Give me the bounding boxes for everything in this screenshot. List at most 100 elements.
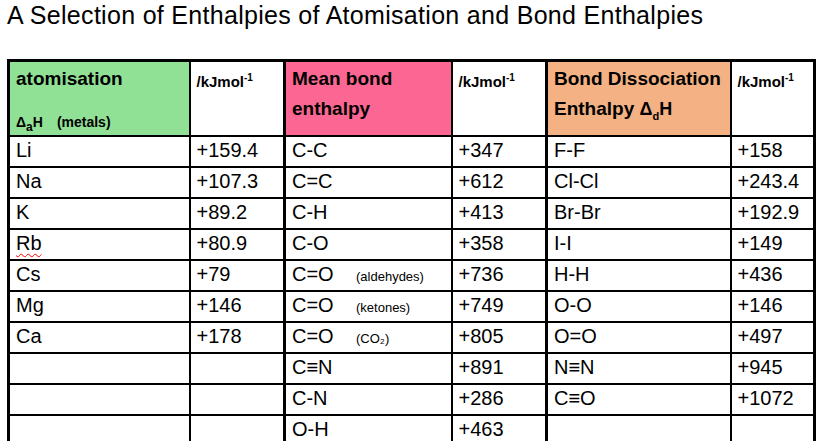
metal-label: Ca: [16, 325, 42, 347]
molecule-label: H-H: [554, 263, 590, 285]
molecule-label: O-O: [554, 294, 592, 316]
molecule-value-cell: +149: [731, 229, 815, 260]
metal-cell: Ca: [9, 322, 190, 353]
metal-label: Mg: [16, 294, 44, 316]
molecule-label: Br-Br: [554, 201, 601, 223]
header-unit-dissociation: /kJmol-1: [731, 61, 815, 136]
molecule-label: N≡N: [554, 356, 595, 378]
metal-cell: Li: [9, 136, 190, 167]
molecule-cell: I-I: [547, 229, 731, 260]
molecule-value: +945: [738, 356, 783, 378]
bond-cell: C=C: [285, 167, 452, 198]
metal-value-cell: +80.9: [190, 229, 285, 260]
bond-label: C-H: [292, 199, 356, 225]
metal-cell: [9, 384, 190, 415]
bond-cell: C-O: [285, 229, 452, 260]
header-row: atomisation ΔaH(metals) /kJmol-1 Mean bo…: [9, 61, 815, 136]
table-row: C-N +286 C≡O +1072: [9, 384, 815, 415]
metal-value-cell: +146: [190, 291, 285, 322]
molecule-value-cell: +158: [731, 136, 815, 167]
bond-value: +286: [459, 387, 504, 409]
metal-value: +178: [197, 325, 242, 347]
molecule-value: +243.4: [738, 170, 800, 192]
molecule-value: +436: [738, 263, 783, 285]
bond-label: C-C: [292, 137, 356, 163]
metal-value-cell: +79: [190, 260, 285, 291]
molecule-value: +497: [738, 325, 783, 347]
metal-cell: Rb: [9, 229, 190, 260]
header-bond-dissociation: Bond Dissociation Enthalpy ΔdH: [547, 61, 731, 136]
metal-cell: Cs: [9, 260, 190, 291]
metal-value: +89.2: [197, 201, 248, 223]
molecule-value: +1072: [738, 387, 794, 409]
molecule-cell: N≡N: [547, 353, 731, 384]
bond-value-cell: +805: [452, 322, 547, 353]
bond-value-cell: +736: [452, 260, 547, 291]
molecule-label: C≡O: [554, 387, 596, 409]
bond-note: (aldehydes): [356, 269, 424, 284]
molecule-value-cell: +1072: [731, 384, 815, 415]
header-unit-bond: /kJmol-1: [452, 61, 547, 136]
metal-value: +80.9: [197, 232, 248, 254]
header-unit-atomisation: /kJmol-1: [190, 61, 285, 136]
metal-cell: K: [9, 198, 190, 229]
molecule-value-cell: +192.9: [731, 198, 815, 229]
molecule-cell: Cl-Cl: [547, 167, 731, 198]
molecule-value-cell: +146: [731, 291, 815, 322]
metal-value-cell: +178: [190, 322, 285, 353]
molecule-cell: Br-Br: [547, 198, 731, 229]
bond-cell: C-C: [285, 136, 452, 167]
molecule-cell: H-H: [547, 260, 731, 291]
bond-note: (ketones): [356, 300, 410, 315]
bond-value: +463: [459, 418, 504, 440]
bond-value: +749: [459, 294, 504, 316]
bond-cell: C-H: [285, 198, 452, 229]
bond-value-cell: +347: [452, 136, 547, 167]
atomisation-symbol-line: ΔaH(metals): [16, 114, 183, 135]
molecule-cell: O-O: [547, 291, 731, 322]
molecule-cell: F-F: [547, 136, 731, 167]
bond-value: +358: [459, 232, 504, 254]
metal-value: +107.3: [197, 170, 259, 192]
bond-label: C≡N: [292, 354, 356, 380]
bond-label: C=O: [292, 261, 356, 287]
bond-value: +736: [459, 263, 504, 285]
bond-label: C-N: [292, 385, 356, 411]
bond-cell: C=O(CO₂): [285, 322, 452, 353]
molecule-label: I-I: [554, 232, 572, 254]
bond-value: +347: [459, 139, 504, 161]
molecule-label: O=O: [554, 325, 597, 347]
header-atomisation: atomisation ΔaH(metals): [9, 61, 190, 136]
molecule-value-cell: +243.4: [731, 167, 815, 198]
bond-value-cell: +749: [452, 291, 547, 322]
bond-label: C=C: [292, 168, 356, 194]
bond-value-cell: +891: [452, 353, 547, 384]
molecule-value-cell: [731, 415, 815, 441]
page-title: A Selection of Enthalpies of Atomisation…: [7, 1, 703, 30]
metal-value-cell: [190, 415, 285, 441]
table-row: Rb +80.9 C-O +358 I-I +149: [9, 229, 815, 260]
metal-label: K: [16, 201, 29, 223]
bond-label: C-O: [292, 230, 356, 256]
table-body: Li+159.4C-C+347F-F+158Na+107.3C=C+612Cl-…: [9, 136, 815, 441]
molecule-value: +158: [738, 139, 783, 161]
table-row: Mg +146 C=O(ketones) +749 O-O +146: [9, 291, 815, 322]
metal-cell: Na: [9, 167, 190, 198]
bond-value-cell: +413: [452, 198, 547, 229]
molecule-value: +149: [738, 232, 783, 254]
bond-label: C=O: [292, 292, 356, 318]
molecule-cell: C≡O: [547, 384, 731, 415]
metal-label: Li: [16, 139, 32, 161]
metal-value-cell: +159.4: [190, 136, 285, 167]
header-mean-bond: Mean bond enthalpy: [285, 61, 452, 136]
enthalpy-table: atomisation ΔaH(metals) /kJmol-1 Mean bo…: [7, 59, 816, 441]
metal-label: Na: [16, 170, 42, 192]
table-row: O-H+463: [9, 415, 815, 441]
bond-value: +891: [459, 356, 504, 378]
bond-cell: C-N: [285, 384, 452, 415]
bond-note: (CO₂): [356, 331, 389, 346]
bond-cell: C≡N: [285, 353, 452, 384]
molecule-value-cell: +436: [731, 260, 815, 291]
metal-cell: [9, 353, 190, 384]
bond-value-cell: +358: [452, 229, 547, 260]
